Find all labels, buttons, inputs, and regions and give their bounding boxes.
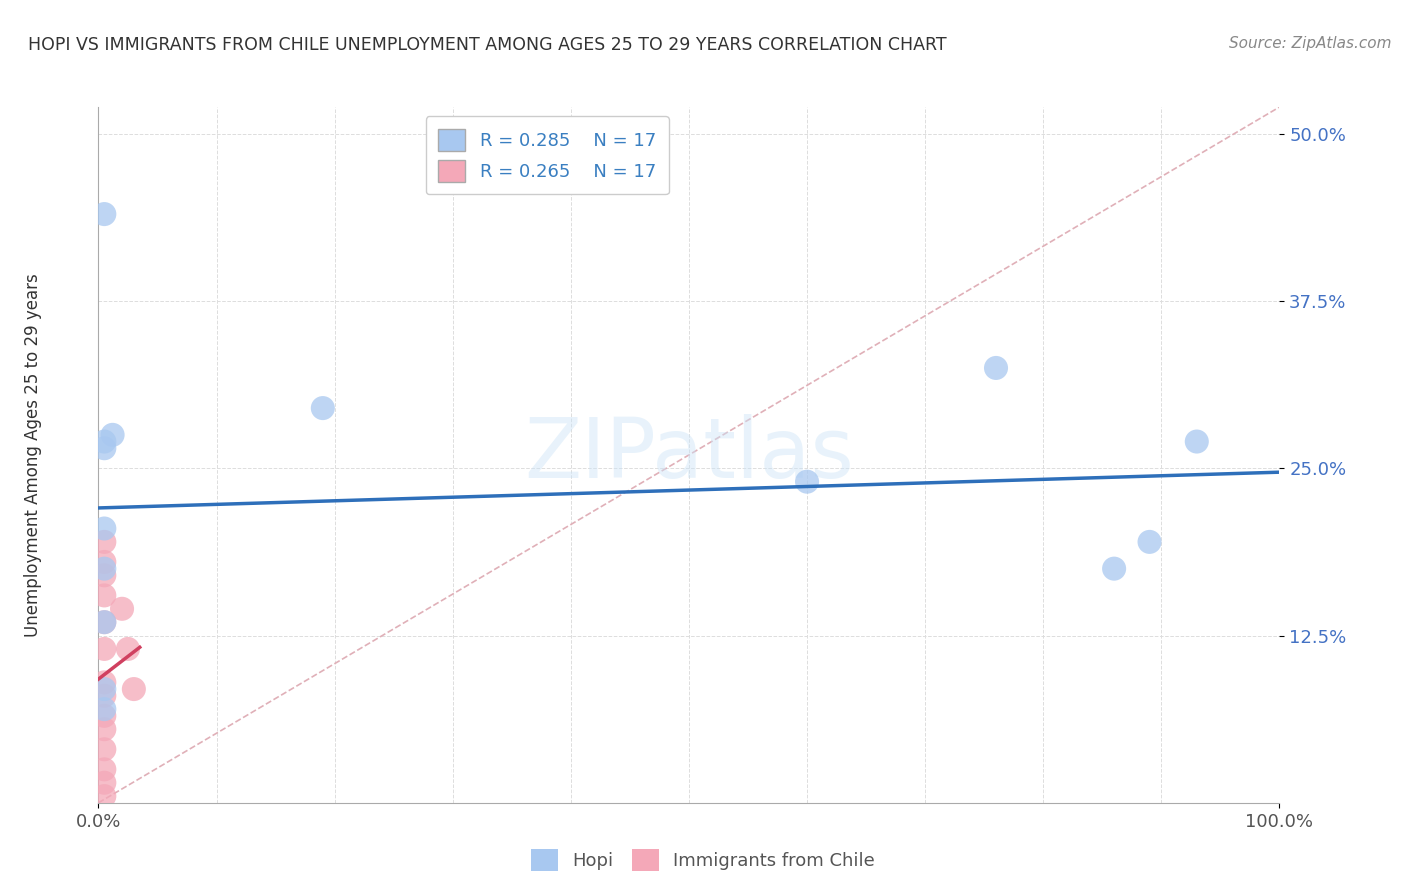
Point — [93, 708, 115, 723]
Point — [101, 427, 124, 442]
Point — [117, 642, 139, 657]
Point — [93, 442, 115, 455]
Point — [984, 361, 1007, 376]
Point — [1102, 562, 1125, 576]
Point — [93, 562, 115, 576]
Point — [93, 675, 115, 690]
Text: Source: ZipAtlas.com: Source: ZipAtlas.com — [1229, 36, 1392, 51]
Point — [93, 723, 115, 737]
Point — [111, 602, 134, 616]
Point — [93, 681, 115, 696]
Text: ZIPatlas: ZIPatlas — [524, 415, 853, 495]
Text: Unemployment Among Ages 25 to 29 years: Unemployment Among Ages 25 to 29 years — [24, 273, 42, 637]
Point — [93, 434, 115, 449]
Point — [93, 534, 115, 549]
Point — [93, 207, 115, 221]
Point — [93, 568, 115, 582]
Point — [93, 555, 115, 569]
Legend: R = 0.285    N = 17, R = 0.265    N = 17: R = 0.285 N = 17, R = 0.265 N = 17 — [426, 116, 669, 194]
Point — [796, 475, 818, 489]
Point — [312, 401, 335, 416]
Point — [93, 615, 115, 630]
Point — [93, 521, 115, 535]
Point — [93, 776, 115, 790]
Point — [93, 642, 115, 657]
Point — [122, 681, 145, 696]
Legend: Hopi, Immigrants from Chile: Hopi, Immigrants from Chile — [524, 842, 882, 879]
Point — [93, 615, 115, 630]
Text: HOPI VS IMMIGRANTS FROM CHILE UNEMPLOYMENT AMONG AGES 25 TO 29 YEARS CORRELATION: HOPI VS IMMIGRANTS FROM CHILE UNEMPLOYME… — [28, 36, 946, 54]
Point — [93, 689, 115, 703]
Point — [93, 589, 115, 603]
Point — [93, 789, 115, 804]
Point — [93, 762, 115, 776]
Point — [93, 742, 115, 756]
Point — [93, 702, 115, 716]
Point — [1185, 434, 1208, 449]
Point — [1139, 534, 1161, 549]
